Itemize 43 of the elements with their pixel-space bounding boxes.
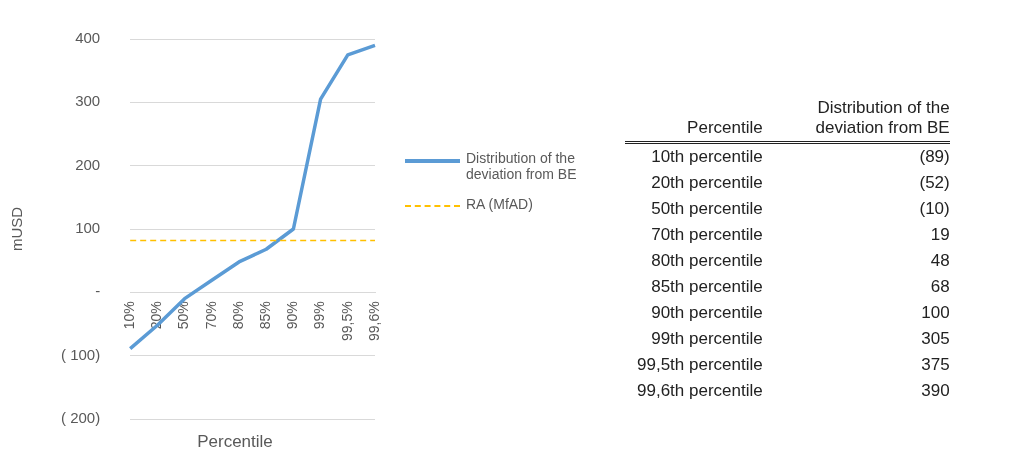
x-tick-label: 85% <box>257 301 274 330</box>
text: 68 <box>929 276 950 298</box>
x-tick-label: 70% <box>202 301 219 330</box>
text: 99,6th percentile <box>636 380 763 402</box>
text: 50th percentile <box>650 198 763 220</box>
y-tick-label: - <box>95 282 101 300</box>
x-tick-label: 10% <box>121 301 138 330</box>
y-tick-label: 300 <box>75 92 101 110</box>
text: 19 <box>929 224 950 246</box>
text: 390 <box>920 380 950 402</box>
y-tick-label: ( 100) <box>61 345 101 363</box>
y-tick-label: 400 <box>75 29 101 47</box>
text: (89) <box>918 146 950 168</box>
x-tick-label: 90% <box>284 301 301 330</box>
text: 70th percentile <box>650 224 763 246</box>
x-tick-label: 20% <box>148 301 165 330</box>
x-tick-label: 99% <box>311 301 328 330</box>
y-tick-label: 100 <box>75 219 101 237</box>
y-tick-label: ( 200) <box>61 409 101 427</box>
x-tick-label: 99,5% <box>338 301 355 342</box>
y-axis-title: mUSD <box>8 206 26 252</box>
y-tick-label: 200 <box>75 155 101 173</box>
text: 80th percentile <box>650 250 763 272</box>
text: Percentile <box>625 95 763 143</box>
legend-label: Distribution of the deviation from BE <box>466 150 578 182</box>
text: 99th percentile <box>650 328 763 350</box>
text: (10) <box>918 198 950 220</box>
text: 99,5th percentile <box>636 354 763 376</box>
text: Distribution of the deviation from BE <box>762 95 950 143</box>
text: 305 <box>920 328 950 350</box>
x-tick-label: 50% <box>175 301 192 330</box>
text: 85th percentile <box>650 276 763 298</box>
x-tick-label: 80% <box>229 301 246 330</box>
legend-label: RA (MfAD) <box>466 196 533 212</box>
text: 48 <box>929 250 950 272</box>
text: (52) <box>918 172 950 194</box>
text: 10th percentile <box>650 146 763 168</box>
text: 90th percentile <box>650 302 763 324</box>
text: 100 <box>920 302 950 324</box>
text: 375 <box>920 354 950 376</box>
x-tick-label: 99,6% <box>365 301 382 342</box>
x-axis-title: Percentile <box>196 432 274 452</box>
text: 20th percentile <box>650 172 763 194</box>
